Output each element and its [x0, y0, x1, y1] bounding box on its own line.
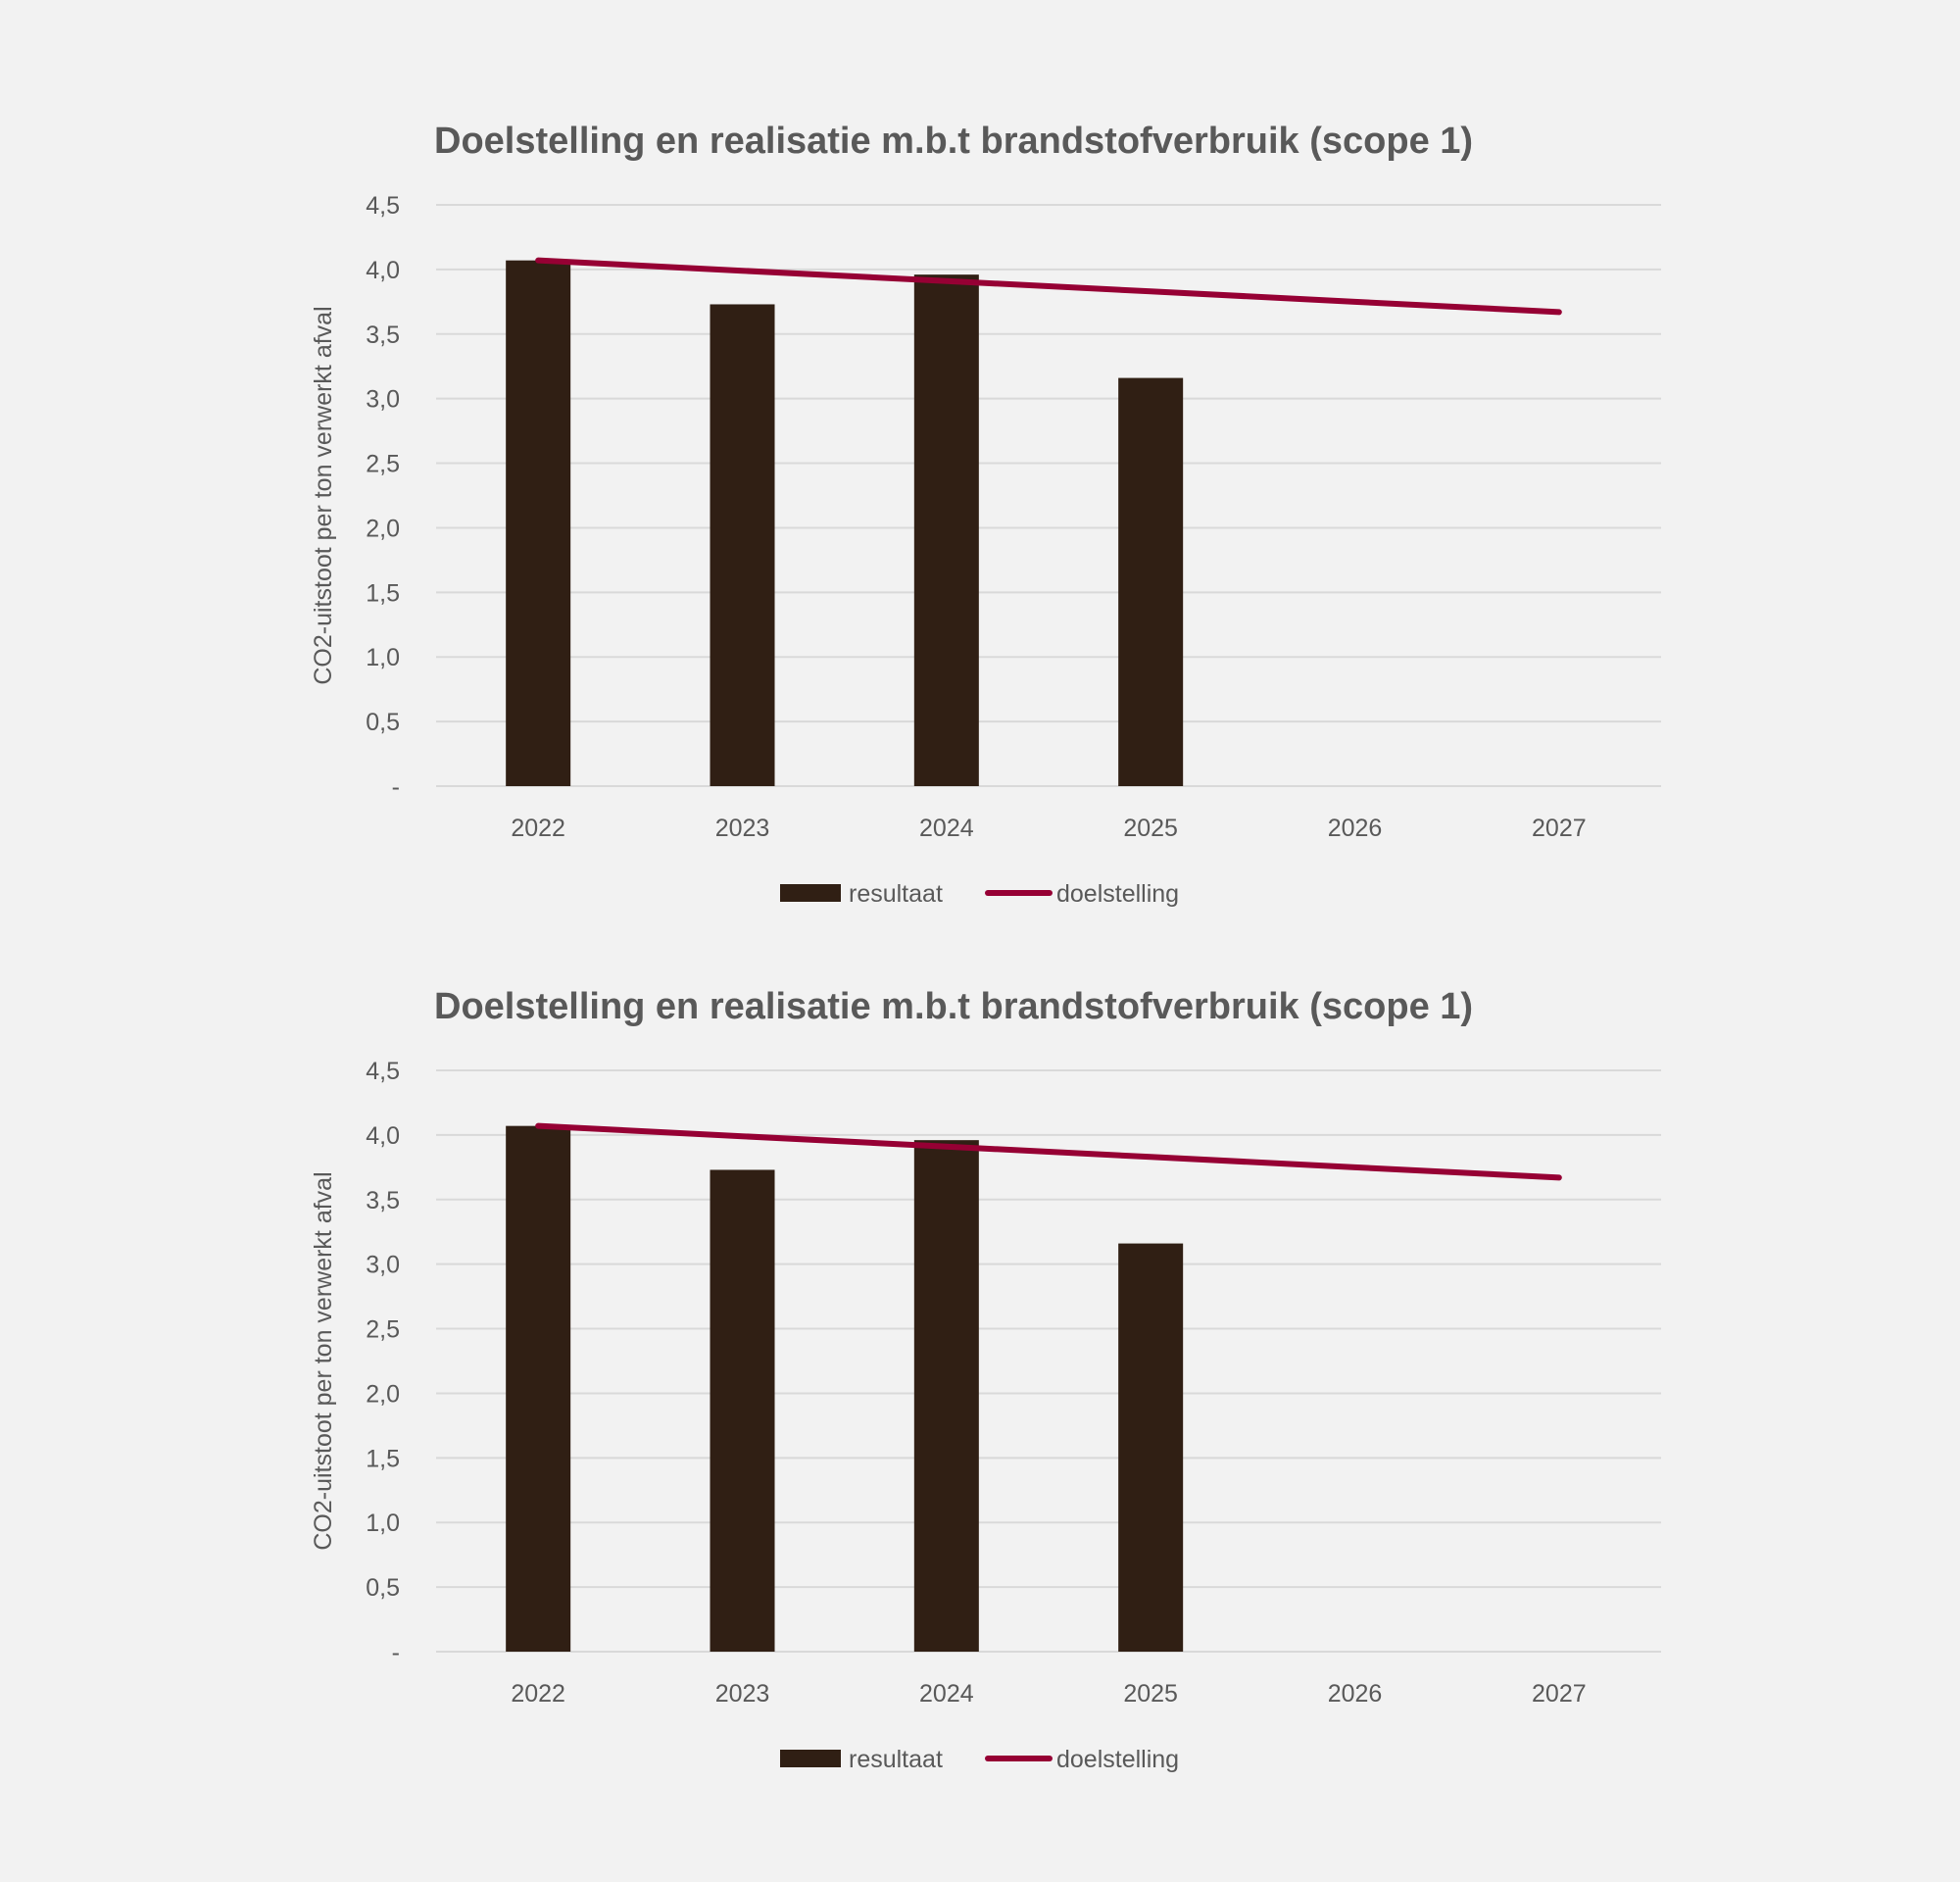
bar-resultaat-2024 — [913, 274, 979, 786]
y-tick-label: 1,5 — [366, 1445, 400, 1472]
legend-swatch-resultaat — [780, 1750, 841, 1767]
x-tick-label: 2025 — [1123, 815, 1178, 842]
y-tick-label: 4,0 — [366, 257, 400, 284]
y-tick-label: 4,5 — [366, 192, 400, 220]
x-tick-label: 2023 — [715, 815, 770, 842]
y-tick-label: - — [392, 773, 400, 801]
x-tick-label: 2027 — [1532, 815, 1587, 842]
y-tick-label: 4,0 — [366, 1122, 400, 1150]
y-axis-label: CO2-uitstoot per ton verwerkt afval — [310, 1171, 337, 1550]
bar-resultaat-2025 — [1118, 377, 1184, 786]
y-tick-label: 0,5 — [366, 1574, 400, 1602]
y-tick-label: 2,0 — [366, 515, 400, 542]
bar-resultaat-2022 — [506, 1125, 571, 1652]
legend: resultaat doelstelling — [780, 880, 1179, 908]
x-tick-label: 2024 — [919, 815, 974, 842]
bar-resultaat-2025 — [1118, 1243, 1184, 1652]
y-tick-label: 3,5 — [366, 1187, 400, 1214]
x-tick-label: 2024 — [919, 1680, 974, 1708]
y-tick-label: 2,5 — [366, 451, 400, 478]
y-axis-label: CO2-uitstoot per ton verwerkt afval — [310, 306, 337, 684]
y-tick-label: 1,0 — [366, 644, 400, 671]
bar-resultaat-2022 — [506, 260, 571, 787]
bar-resultaat-2024 — [913, 1140, 979, 1652]
x-tick-label: 2023 — [715, 1680, 770, 1708]
legend-label-resultaat: resultaat — [849, 1746, 943, 1773]
legend-label-resultaat: resultaat — [849, 880, 943, 908]
y-tick-label: 2,5 — [366, 1316, 400, 1344]
bar-resultaat-2023 — [710, 1169, 775, 1652]
line-doelstelling — [535, 257, 1562, 316]
y-tick-label: 3,0 — [366, 386, 400, 414]
y-tick-label: 3,0 — [366, 1252, 400, 1279]
legend-label-doelstelling: doelstelling — [1056, 1746, 1179, 1773]
x-tick-label: 2022 — [511, 1680, 565, 1708]
chart-title: Doelstelling en realisatie m.b.t brandst… — [434, 121, 1473, 162]
chart-title: Doelstelling en realisatie m.b.t brandst… — [434, 986, 1473, 1027]
x-tick-label: 2025 — [1123, 1680, 1178, 1708]
line-doelstelling — [535, 1122, 1562, 1181]
x-tick-label: 2027 — [1532, 1680, 1587, 1708]
y-tick-label: 2,0 — [366, 1380, 400, 1408]
legend-label-doelstelling: doelstelling — [1056, 880, 1179, 908]
y-tick-label: 3,5 — [366, 322, 400, 349]
bar-resultaat-2023 — [710, 304, 775, 786]
y-tick-label: 1,5 — [366, 579, 400, 607]
x-tick-label: 2026 — [1328, 815, 1383, 842]
y-tick-label: 4,5 — [366, 1058, 400, 1085]
legend: resultaat doelstelling — [780, 1746, 1179, 1773]
chart-1: Doelstelling en realisatie m.b.t brandst… — [310, 121, 1661, 908]
chart-2: Doelstelling en realisatie m.b.t brandst… — [310, 986, 1661, 1773]
y-tick-label: - — [392, 1639, 400, 1666]
y-tick-label: 1,0 — [366, 1510, 400, 1537]
x-tick-label: 2026 — [1328, 1680, 1383, 1708]
x-tick-label: 2022 — [511, 815, 565, 842]
y-tick-label: 0,5 — [366, 709, 400, 736]
legend-swatch-resultaat — [780, 884, 841, 902]
